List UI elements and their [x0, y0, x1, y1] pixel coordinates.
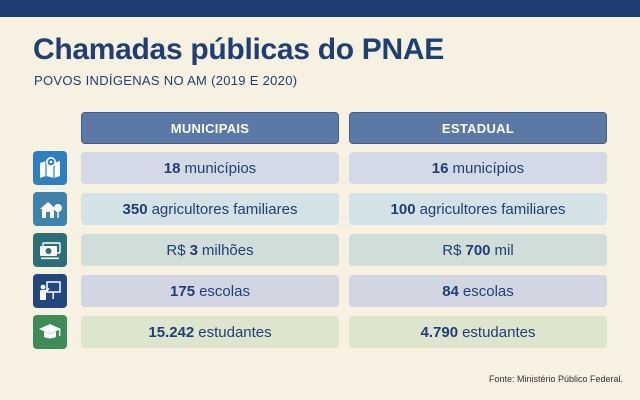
- unit: estudantes: [198, 323, 272, 341]
- cell-municipal-agricultores: 350 agricultores familiares: [81, 193, 339, 225]
- cell-municipal-municipios: 18 municípios: [81, 152, 339, 184]
- value: 700: [465, 241, 491, 259]
- value: 16: [431, 159, 449, 177]
- currency-prefix: R$: [166, 241, 186, 259]
- teacher-board-icon: [33, 274, 67, 308]
- unit: estudantes: [462, 323, 536, 341]
- source-note: Fonte: Ministério Público Federal.: [488, 374, 623, 384]
- value: 175: [170, 282, 196, 300]
- column-header-estadual: ESTADUAL: [349, 112, 607, 144]
- unit: agricultores familiares: [151, 200, 298, 218]
- currency-prefix: R$: [442, 241, 462, 259]
- cell-estadual-escolas: 84 escolas: [349, 275, 607, 307]
- graduation-cap-icon: [33, 315, 67, 349]
- top-bar: [0, 0, 640, 17]
- value: 15.242: [148, 323, 195, 341]
- value: 84: [442, 282, 459, 300]
- cell-estadual-valor: R$ 700 mil: [349, 234, 607, 266]
- unit: milhões: [201, 241, 254, 259]
- unit: escolas: [199, 282, 250, 300]
- cell-estadual-municipios: 16 municípios: [349, 152, 607, 184]
- cell-estadual-estudantes: 4.790 estudantes: [349, 316, 607, 348]
- unit: municípios: [184, 159, 257, 177]
- value: 4.790: [420, 323, 459, 341]
- cell-municipal-estudantes: 15.242 estudantes: [81, 316, 339, 348]
- value: 350: [122, 200, 148, 218]
- cell-municipal-valor: R$ 3 milhões: [81, 234, 339, 266]
- unit: agricultores familiares: [419, 200, 566, 218]
- unit: mil: [494, 241, 514, 259]
- column-header-municipal: MUNICIPAIS: [81, 112, 339, 144]
- unit: municípios: [452, 159, 525, 177]
- farm-house-icon: [33, 192, 67, 226]
- value: 100: [390, 200, 416, 218]
- map-location-icon: [33, 151, 67, 185]
- page-subtitle: POVOS INDÍGENAS NO AM (2019 E 2020): [34, 73, 298, 88]
- value: 18: [163, 159, 181, 177]
- value: 3: [189, 241, 198, 259]
- cell-estadual-agricultores: 100 agricultores familiares: [349, 193, 607, 225]
- unit: escolas: [462, 282, 514, 300]
- cell-municipal-escolas: 175 escolas: [81, 275, 339, 307]
- money-icon: [33, 233, 67, 267]
- page-title: Chamadas públicas do PNAE: [33, 33, 444, 66]
